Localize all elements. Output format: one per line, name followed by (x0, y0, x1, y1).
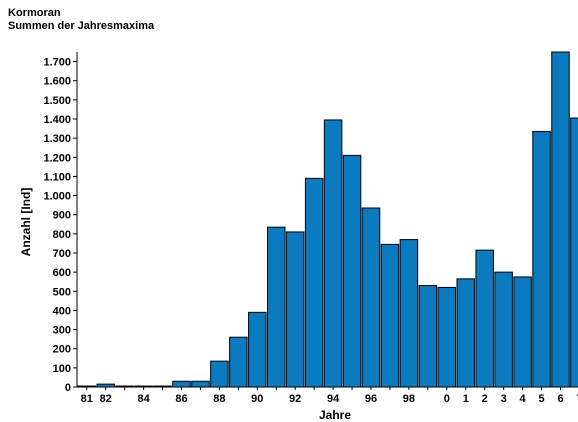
x-tick-label: 0 (444, 393, 450, 405)
y-tick-label: 1.400 (43, 114, 71, 126)
bar-98 (399, 239, 419, 388)
bar-92 (285, 231, 305, 388)
bar-0 (437, 286, 457, 388)
x-tick-label: 92 (289, 393, 301, 405)
y-tick-label: 700 (53, 248, 71, 260)
x-tick-label: 82 (100, 393, 112, 405)
x-tick-label: 94 (327, 393, 340, 405)
y-tick-label: 1.600 (43, 76, 71, 88)
y-tick-label: 300 (53, 325, 71, 337)
x-tick-label: 2 (482, 393, 488, 405)
bar-94 (323, 119, 343, 388)
y-tick-label: 1.000 (43, 191, 71, 203)
bar-3 (494, 271, 513, 388)
y-tick-label: 1.100 (43, 171, 71, 183)
bar-91 (267, 226, 286, 388)
x-tick-label: 88 (213, 393, 225, 405)
bar-93 (304, 177, 324, 388)
bar-90 (248, 311, 267, 388)
y-tick-label: 1.500 (43, 95, 71, 107)
y-axis-label: Anzahl [Ind] (19, 188, 33, 257)
bar-6 (551, 51, 570, 388)
y-tick-label: 600 (53, 267, 71, 279)
bar-4 (513, 276, 532, 388)
x-tick-label: 90 (251, 393, 263, 405)
y-tick-label: 200 (53, 344, 71, 356)
bars-group (77, 51, 578, 388)
bar-97 (380, 243, 400, 388)
y-tick-label: 400 (53, 305, 71, 317)
bar-87 (191, 380, 210, 388)
bar-96 (361, 207, 381, 388)
x-tick-label: 86 (175, 393, 187, 405)
y-tick-label: 0 (65, 382, 71, 394)
bar-99 (418, 285, 438, 388)
bar-86 (172, 380, 191, 388)
x-tick-label: 3 (501, 393, 507, 405)
x-tick-label: 7 (576, 393, 578, 405)
x-tick-label: 84 (137, 393, 150, 405)
chart-subtitle: Summen der Jahresmaxima (8, 20, 155, 32)
chart-title-block: Kormoran Summen der Jahresmaxima (8, 7, 154, 33)
x-axis-label: Jahre (319, 408, 351, 422)
x-tick-label: 4 (520, 393, 527, 405)
y-tick-label: 800 (53, 229, 71, 241)
bar-95 (342, 154, 362, 388)
x-axis-ticks: 81828486889092949698012345678 (81, 387, 578, 405)
y-tick-label: 500 (53, 286, 71, 298)
y-tick-label: 1.700 (43, 57, 71, 69)
y-axis-ticks: 0 100 200 300 400 500 600 700 800 900 1.000 1.100 1.… (43, 57, 77, 394)
y-tick-label: 1.200 (43, 152, 71, 164)
y-tick-label: 900 (53, 210, 71, 222)
x-tick-label: 6 (557, 393, 563, 405)
bar-2 (475, 249, 494, 388)
bar-89 (229, 336, 248, 388)
x-tick-label: 98 (403, 393, 415, 405)
chart-title: Kormoran (8, 7, 61, 19)
x-tick-label: 96 (365, 393, 377, 405)
y-tick-label: 1.300 (43, 133, 71, 145)
y-tick-label: 100 (53, 363, 71, 375)
bar-5 (532, 130, 551, 388)
x-tick-label: 81 (81, 393, 93, 405)
bar-7 (570, 117, 578, 388)
bar-88 (210, 360, 229, 388)
bar-1 (456, 278, 475, 388)
x-tick-label: 1 (463, 393, 469, 405)
x-tick-label: 5 (538, 393, 544, 405)
